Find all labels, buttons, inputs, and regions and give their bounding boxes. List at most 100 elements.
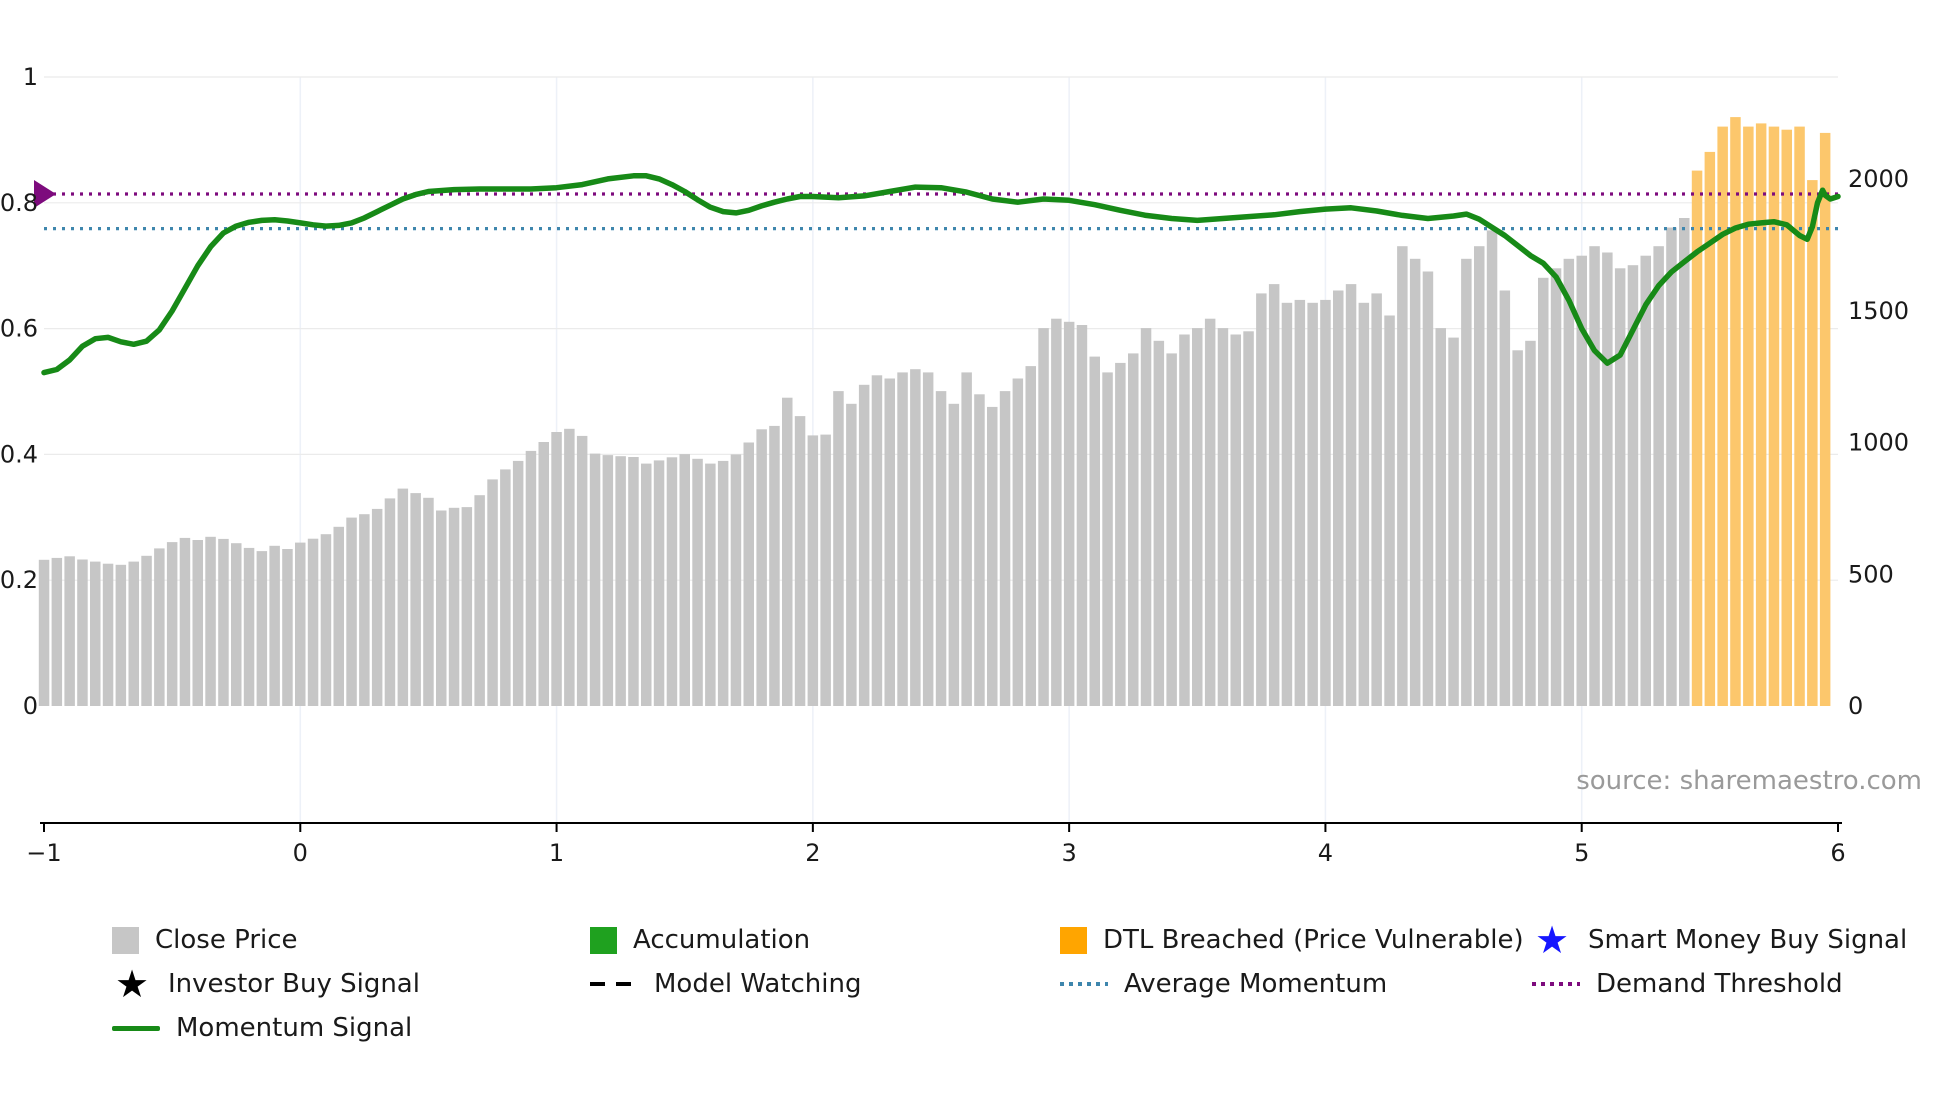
close-price-bar <box>1128 353 1139 706</box>
close-price-bar <box>410 493 421 706</box>
close-price-bar <box>397 488 409 706</box>
close-price-bar <box>743 442 754 706</box>
legend-label: Accumulation <box>633 925 811 955</box>
close-price-bar <box>1550 268 1562 706</box>
close-price-bar <box>858 384 870 706</box>
close-price-bar <box>38 559 50 706</box>
close-price-bar <box>538 442 549 706</box>
close-price-bar <box>1294 299 1306 706</box>
dotted-blue-line-swatch <box>1060 982 1108 986</box>
close-price-bar <box>500 469 511 706</box>
close-price-bar <box>102 563 114 706</box>
svg-text:0: 0 <box>293 839 308 867</box>
legend-item-average-momentum: Average Momentum <box>1060 968 1532 1000</box>
close-price-bar <box>307 538 319 706</box>
close-price-bar <box>1025 366 1036 706</box>
close-price-bar <box>1474 246 1485 706</box>
left-axis-labels: 0 0.2 0.4 0.6 0.8 1 <box>0 63 38 720</box>
close-price-bar <box>717 460 729 706</box>
svg-text:4: 4 <box>1318 839 1333 867</box>
legend-item-accumulation: Accumulation <box>590 924 1060 956</box>
dtl-breached-bar <box>1691 170 1703 707</box>
legend-item-momentum-signal: Momentum Signal <box>112 1012 590 1044</box>
svg-text:0.8: 0.8 <box>0 189 38 217</box>
close-price-bar <box>1038 328 1049 706</box>
close-price-bar <box>1243 331 1254 706</box>
close-price-bar <box>1063 321 1075 706</box>
close-price-bar <box>1115 362 1126 706</box>
close-price-bar <box>1256 293 1267 706</box>
close-price-bar <box>1461 258 1472 706</box>
close-price-bar <box>1179 334 1190 706</box>
svg-text:2: 2 <box>805 839 820 867</box>
close-price-bar <box>666 457 678 706</box>
close-price-bar <box>256 551 268 706</box>
close-price-bar <box>90 561 101 706</box>
close-price-bar <box>551 432 562 706</box>
close-price-bar <box>333 526 344 706</box>
close-price-bar <box>1320 299 1331 706</box>
close-price-bar <box>1307 302 1318 706</box>
close-price-bar <box>154 548 165 706</box>
chart-canvas: −1 0 1 2 3 4 5 6 0 0.2 0.4 0.6 0.8 1 0 500 1000 1500 2000 <box>0 63 1909 867</box>
close-price-bar <box>295 542 306 706</box>
close-price-bar <box>1640 255 1651 706</box>
close-price-bars <box>38 117 1831 707</box>
close-price-bar <box>794 416 806 706</box>
close-price-bar <box>1102 372 1113 706</box>
close-price-bar <box>384 498 396 706</box>
close-price-bar <box>282 549 293 706</box>
close-price-bar <box>1076 325 1088 706</box>
close-price-bar <box>1563 258 1575 706</box>
dtl-breached-bar <box>1781 129 1792 706</box>
close-price-bar <box>999 391 1011 706</box>
close-price-bar <box>1589 246 1600 706</box>
dashed-line-swatch <box>590 982 638 986</box>
close-price-bar <box>987 406 998 706</box>
legend-label: Momentum Signal <box>176 1013 413 1043</box>
dtl-breached-bar <box>1755 123 1767 706</box>
dtl-breached-bar <box>1730 117 1741 707</box>
accumulation-swatch <box>590 926 617 954</box>
close-price-bar <box>1653 246 1664 706</box>
svg-text:0.4: 0.4 <box>0 440 38 468</box>
close-price-bar <box>1538 277 1549 706</box>
close-price-bar <box>1384 315 1395 706</box>
legend-item-investor-buy-signal: Investor Buy Signal <box>112 968 590 1000</box>
close-price-bar <box>179 537 191 706</box>
close-price-bar <box>1499 290 1511 706</box>
close-price-bar <box>1679 218 1690 706</box>
svg-text:2000: 2000 <box>1848 165 1909 193</box>
close-price-swatch <box>112 926 139 954</box>
close-price-bar <box>1192 328 1203 706</box>
close-price-bar <box>1268 284 1280 706</box>
right-axis-labels: 0 500 1000 1500 2000 <box>1848 165 1909 720</box>
close-price-bar <box>820 434 831 706</box>
close-price-bar <box>807 435 819 706</box>
close-price-bar <box>64 556 75 706</box>
close-price-bar <box>576 435 588 706</box>
close-price-bar <box>1204 318 1216 706</box>
svg-text:0: 0 <box>1848 692 1863 720</box>
close-price-bar <box>730 454 742 706</box>
blue-star-icon <box>1532 927 1572 954</box>
svg-text:1000: 1000 <box>1848 429 1909 457</box>
svg-text:0.6: 0.6 <box>0 315 38 343</box>
legend-item-close-price: Close Price <box>112 924 590 956</box>
close-price-bar <box>756 429 767 706</box>
close-price-bar <box>1435 328 1446 706</box>
close-price-bar <box>115 564 127 706</box>
dtl-breached-bar <box>1768 126 1780 707</box>
close-price-bar <box>423 497 434 706</box>
legend-label: Close Price <box>155 925 298 955</box>
legend-label: DTL Breached (Price Vulnerable) <box>1103 925 1524 955</box>
close-price-bar <box>1345 284 1357 706</box>
svg-text:500: 500 <box>1848 560 1894 588</box>
close-price-bar <box>705 463 716 706</box>
close-price-bar <box>833 391 844 706</box>
svg-text:0: 0 <box>23 692 38 720</box>
close-price-bar <box>51 557 63 706</box>
close-price-bar <box>1012 378 1024 706</box>
close-price-bar <box>884 378 895 706</box>
source-credit: source: sharemaestro.com <box>1576 766 1922 796</box>
